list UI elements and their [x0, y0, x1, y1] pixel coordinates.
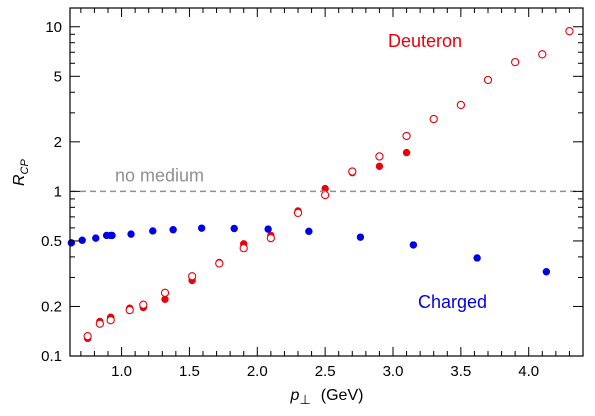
- charged-filled-point: [409, 241, 418, 249]
- plot-frame: [69, 7, 584, 357]
- y-tick-label: 2: [54, 134, 62, 151]
- deuteron-open-point: [139, 300, 148, 309]
- charged-filled-point: [169, 226, 177, 234]
- charged-filled-point: [542, 268, 551, 276]
- plot-area: [67, 27, 574, 343]
- deuteron-open-point: [266, 233, 276, 243]
- charged-filled-point: [473, 254, 481, 262]
- charged-annotation: Charged: [418, 292, 487, 312]
- x-tick-label: 1.0: [111, 363, 132, 380]
- y-axis-title-main: R: [11, 174, 28, 186]
- x-axis-ticks: 1.0 1.5 2.0 2.5 3.0 3.5 4.0: [80, 8, 584, 380]
- y-tick-label: 1: [54, 183, 62, 200]
- charged-filled-point: [108, 231, 116, 240]
- deuteron-open-point: [95, 319, 105, 328]
- y-tick-label: 0.1: [41, 348, 62, 365]
- deuteron-open-point: [402, 131, 411, 141]
- charged-filled-point: [78, 236, 86, 244]
- x-axis-title-unit: (GeV): [321, 387, 364, 404]
- deuteron-open-point: [83, 332, 92, 341]
- y-axis-title-sub: CP: [19, 159, 31, 175]
- deuteron-filled-point: [402, 148, 411, 157]
- deuteron-open-point: [293, 208, 303, 218]
- deuteron-open-point: [565, 27, 574, 36]
- deuteron-open-point: [538, 50, 547, 59]
- deuteron-open-point: [375, 152, 384, 161]
- y-tick-label: 10: [45, 19, 62, 36]
- x-tick-label: 3.0: [383, 363, 404, 380]
- x-axis-title-sub: ⊥: [299, 392, 310, 407]
- deuteron-filled-point: [375, 162, 384, 171]
- charged-filled-point: [127, 230, 135, 238]
- deuteron-open-point: [510, 57, 520, 67]
- deuteron-open-point: [215, 259, 224, 268]
- x-axis-title: p⊥ (GeV): [290, 387, 364, 407]
- charged-filled-point: [149, 227, 157, 235]
- deuteron-open-point: [456, 100, 466, 110]
- deuteron-annotation: Deuteron: [388, 31, 462, 51]
- no-medium-label: no medium: [115, 165, 204, 185]
- x-tick-label: 2.0: [247, 363, 268, 380]
- charged-filled-point: [356, 233, 365, 241]
- y-tick-label: 0.5: [41, 233, 62, 250]
- x-tick-label: 1.5: [179, 363, 200, 380]
- x-tick-label: 4.0: [518, 363, 539, 380]
- y-axis-ticks: 0.1 0.2 0.5 1 2 5 10: [41, 19, 583, 365]
- charged-filled-point: [264, 225, 272, 233]
- x-tick-label: 3.5: [450, 363, 471, 380]
- deuteron-open-point: [320, 190, 330, 200]
- deuteron-open-point: [348, 167, 357, 176]
- x-axis-title-main: p: [290, 387, 300, 404]
- deuteron-open-point: [125, 305, 134, 315]
- charged-filled-point: [230, 224, 238, 233]
- deuteron-open-point: [187, 272, 197, 281]
- deuteron-open-point: [483, 75, 493, 85]
- y-tick-label: 0.2: [41, 298, 62, 315]
- charged-filled-point: [197, 224, 206, 232]
- deuteron-open-point: [239, 244, 248, 253]
- charged-filled-point: [305, 227, 313, 236]
- x-tick-label: 2.5: [315, 363, 336, 380]
- charged-filled-point: [92, 234, 100, 242]
- y-tick-label: 5: [54, 68, 62, 85]
- deuteron-open-point: [106, 316, 115, 325]
- y-axis-title: RCP: [11, 159, 31, 187]
- deuteron-open-point: [160, 288, 170, 297]
- deuteron-open-point: [429, 114, 438, 124]
